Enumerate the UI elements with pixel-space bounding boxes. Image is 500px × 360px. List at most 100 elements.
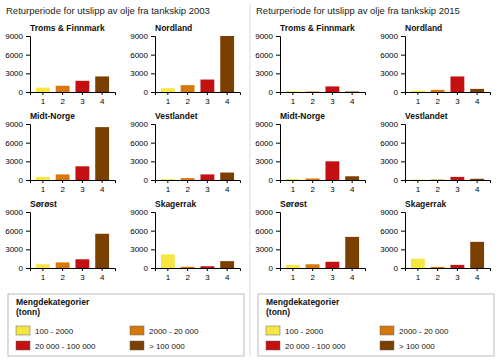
- y-tick: 0: [19, 88, 30, 97]
- legend: Mengdekategorier(tonn)100 - 20002000 - 2…: [8, 294, 244, 356]
- tick-mark: [26, 231, 30, 232]
- facet-title: Troms & Finnmark: [30, 23, 105, 33]
- x-tick: 1: [41, 268, 46, 282]
- tick-mark: [26, 212, 30, 213]
- tick-label: 0: [19, 176, 24, 185]
- x-tick: 1: [166, 268, 171, 282]
- plot: 03000600090001234: [5, 32, 115, 106]
- tick-label: 2: [60, 185, 65, 194]
- bar: [450, 177, 464, 180]
- x-axis: 1234: [406, 268, 491, 282]
- bar: [325, 262, 339, 268]
- y-tick: 9000: [380, 32, 405, 41]
- tick-label: 1: [41, 273, 46, 282]
- tick-mark: [401, 212, 405, 213]
- tick-mark: [437, 180, 438, 183]
- tick-mark: [292, 92, 293, 95]
- tick-label: 6000: [130, 227, 148, 236]
- tick-mark: [151, 36, 155, 37]
- tick-mark: [401, 92, 405, 93]
- y-tick: 9000: [5, 208, 30, 217]
- y-tick: 9000: [5, 32, 30, 41]
- y-tick: 0: [269, 264, 280, 273]
- tick-label: 6000: [380, 51, 398, 60]
- tick-mark: [187, 268, 188, 271]
- tick-mark: [26, 161, 30, 162]
- y-tick: 3000: [5, 157, 30, 166]
- facet: Troms & Finnmark03000600090001234: [255, 23, 365, 106]
- legend-entry: 2000 - 20 000: [380, 326, 449, 336]
- axis-line: [151, 213, 156, 269]
- plot: 03000600090001234: [255, 208, 365, 282]
- x-tick: 3: [455, 92, 460, 106]
- y-tick: 0: [144, 88, 155, 97]
- tick-label: 3000: [255, 245, 273, 254]
- tick-mark: [42, 180, 43, 183]
- bars: [286, 86, 359, 92]
- tick-label: 6000: [5, 139, 23, 148]
- bars: [36, 234, 109, 268]
- x-axis: 1 2 3 4: [406, 92, 491, 106]
- legend-entry: 20 000 - 100 000: [16, 341, 96, 351]
- tick-label: 6000: [130, 51, 148, 60]
- tick-mark: [276, 231, 280, 232]
- y-axis: 0300060009000: [5, 208, 30, 273]
- tick-label: 3: [205, 273, 210, 282]
- bar: [95, 76, 109, 92]
- tick-label: 1: [416, 185, 421, 194]
- x-axis: 1234: [281, 180, 366, 194]
- y-tick: 3000: [380, 69, 405, 78]
- y-axis: 0300060009000: [5, 32, 30, 97]
- bar: [181, 178, 195, 180]
- facet-title: Troms & Finnmark: [280, 23, 355, 33]
- y-tick: 6000: [380, 139, 405, 148]
- tick-mark: [332, 180, 333, 183]
- tick-label: 1: [416, 97, 421, 106]
- tick-mark: [457, 92, 458, 95]
- bar: [181, 85, 195, 92]
- facet-title: Midt-Norge: [30, 111, 75, 121]
- tick-label: 2: [435, 97, 440, 106]
- bars: [36, 127, 109, 180]
- tick-mark: [276, 180, 280, 181]
- y-tick: 3000: [380, 157, 405, 166]
- x-axis: 1234: [156, 268, 241, 282]
- tick-label: 6000: [255, 227, 273, 236]
- bar: [161, 179, 175, 180]
- facet: Midt-Norge03000600090001234: [5, 111, 115, 194]
- tick-mark: [167, 92, 168, 95]
- x-tick: 1: [166, 180, 171, 194]
- tick-mark: [26, 180, 30, 181]
- tick-label: 0: [269, 88, 274, 97]
- tick-label: 4: [100, 273, 105, 282]
- tick-label: 9000: [255, 120, 273, 129]
- plot: 03000600090001234: [255, 120, 365, 194]
- tick-label: 3: [80, 97, 85, 106]
- bar: [181, 267, 195, 268]
- bar: [36, 88, 50, 92]
- tick-label: 9000: [255, 208, 273, 217]
- tick-mark: [457, 268, 458, 271]
- x-tick: 2: [310, 268, 315, 282]
- y-tick: 9000: [130, 120, 155, 129]
- bar: [306, 178, 320, 180]
- tick-mark: [102, 180, 103, 183]
- x-tick: 3: [205, 268, 210, 282]
- plot: 03000600090001234: [130, 120, 240, 194]
- tick-label: 9000: [380, 32, 398, 41]
- tick-label: 6000: [5, 227, 23, 236]
- tick-label: 6000: [380, 139, 398, 148]
- legend-entry: 2000 - 20 000: [130, 326, 199, 336]
- tick-label: 9000: [5, 120, 23, 129]
- tick-mark: [167, 268, 168, 271]
- tick-mark: [276, 124, 280, 125]
- facet-title: Vestlandet: [405, 111, 448, 121]
- tick-label: 3000: [5, 245, 23, 254]
- facet: Sørøst03000600090001234: [255, 199, 365, 282]
- tick-label: 4: [475, 97, 480, 106]
- bar: [450, 265, 464, 268]
- facet-title: Vestlandet: [155, 111, 198, 121]
- tick-label: 4: [350, 185, 355, 194]
- tick-label: 0: [269, 264, 274, 273]
- bars: [286, 237, 359, 268]
